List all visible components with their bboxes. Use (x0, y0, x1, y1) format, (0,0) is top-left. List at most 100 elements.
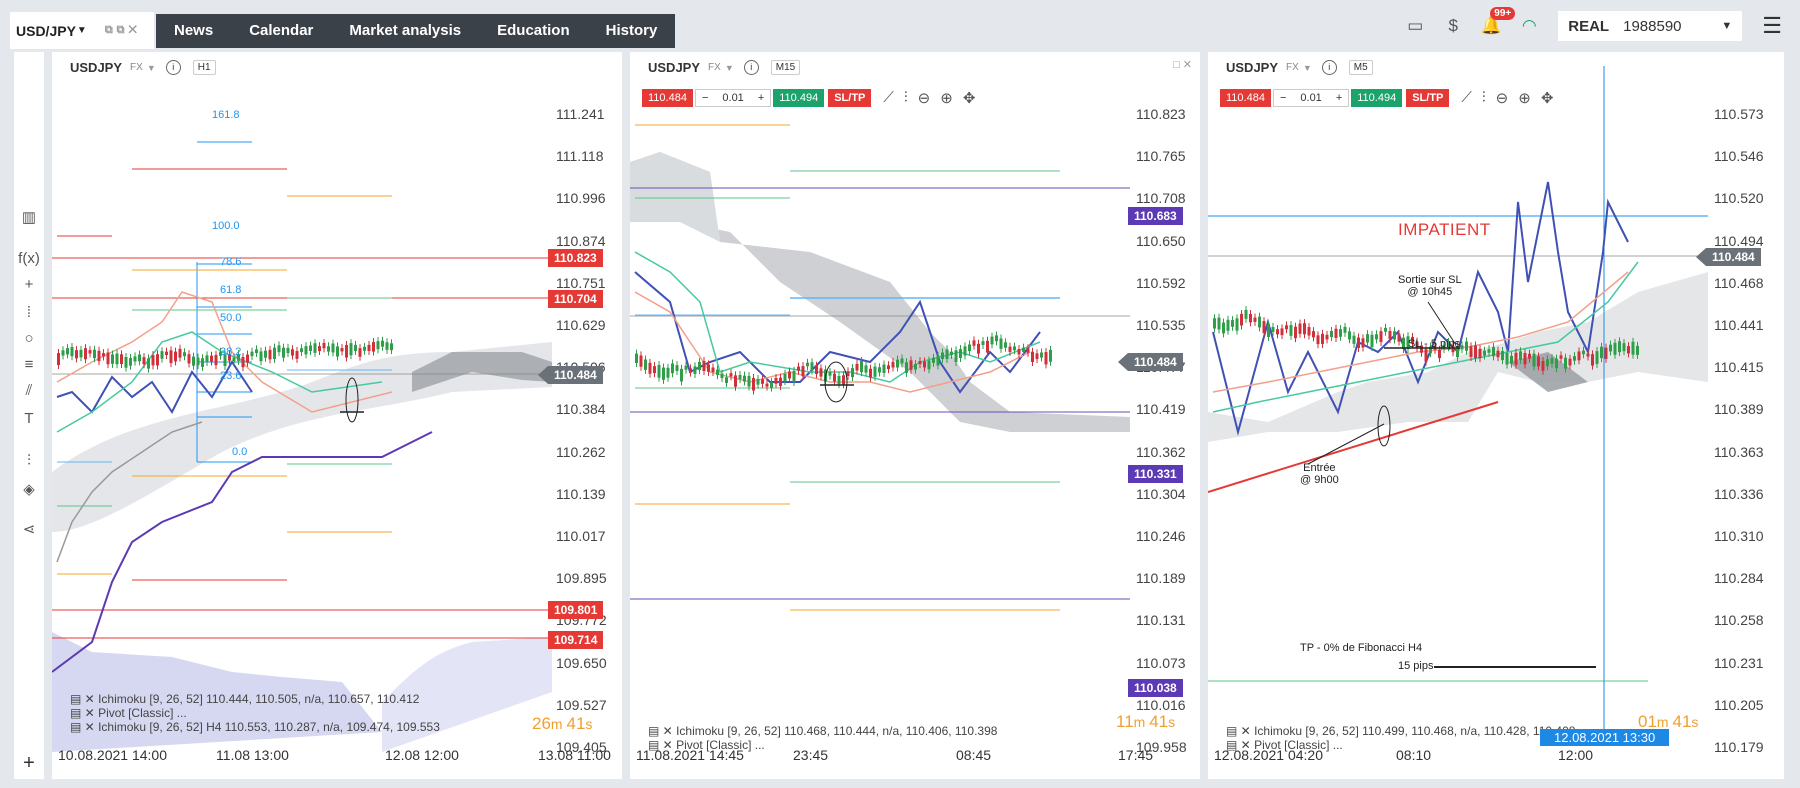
nav-education[interactable]: Education (497, 22, 570, 39)
layers-icon[interactable]: ◈ (23, 481, 35, 498)
indicator-legend: ▤ ✕ Ichimoku [9, 26, 52] 110.444, 110.50… (70, 692, 440, 734)
function-icon[interactable]: f(x) (18, 250, 40, 267)
candle-type-icon[interactable]: ⫶ (1481, 89, 1486, 106)
chart-panel-m15[interactable]: USDJPY FX ▼ i M15 □ ✕ 110.484 −0.01 + 110… (630, 52, 1200, 779)
sell-button[interactable]: 110.484 (642, 89, 693, 107)
crosshair-icon[interactable]: + (24, 276, 34, 293)
chevron-down-icon[interactable]: ▼ (1302, 62, 1312, 73)
move-icon[interactable]: ✥ (962, 90, 976, 107)
chart-panel-h1[interactable]: USDJPY FX ▼ i H1 (52, 52, 622, 779)
text-tool-icon[interactable]: T (24, 410, 34, 427)
lot-input[interactable]: − 0.01 + (694, 89, 772, 107)
symbol-tab[interactable]: USD/JPY ▼ ⧉⧉✕ (10, 12, 154, 49)
layout-icon[interactable]: ▭ (1407, 16, 1424, 35)
currency-exchange-icon[interactable]: $ (1448, 16, 1458, 35)
nav-calendar[interactable]: Calendar (249, 22, 314, 39)
price-axis-label: 109.650 (556, 654, 607, 671)
sltp-button[interactable]: SL/TP (828, 89, 872, 107)
line-tool-icon[interactable]: ⁞ (26, 304, 32, 321)
price-axis-label: 110.362 (1136, 443, 1186, 460)
buy-button[interactable]: 110.494 (773, 89, 825, 107)
price-tag: 110.331 (1128, 465, 1183, 484)
bell-icon[interactable]: 🔔 99+ (1480, 7, 1516, 37)
info-icon[interactable]: i (743, 60, 759, 75)
chevron-down-icon: ▼ (1721, 20, 1733, 32)
candle-type-icon[interactable]: ⫶ (903, 89, 908, 106)
timeframe-select[interactable]: M15 (770, 60, 801, 75)
price-axis-label: 110.384 (556, 401, 606, 418)
zoom-out-icon[interactable]: ⊖ (1495, 90, 1509, 107)
nav-history[interactable]: History (605, 22, 658, 39)
price-axis-label: 110.468 (1714, 274, 1764, 291)
countdown-seconds: 41 (566, 714, 586, 733)
price-tag: 110.683 (1128, 207, 1183, 226)
indicator-row[interactable]: ▤ ✕ Ichimoku [9, 26, 52] 110.444, 110.50… (70, 692, 420, 706)
sell-button[interactable]: 110.484 (1220, 89, 1271, 107)
fib-label: 100.0 (212, 220, 240, 232)
info-icon[interactable]: i (165, 60, 181, 75)
price-axis-label: 110.363 (1714, 443, 1764, 460)
zoom-in-icon[interactable]: ⊕ (1518, 90, 1531, 107)
indicator-row[interactable]: ▤ ✕ Ichimoku [9, 26, 52] 110.499, 110.46… (1226, 724, 1576, 738)
sltp-button[interactable]: SL/TP (1406, 89, 1450, 107)
price-tag: 110.038 (1128, 679, 1183, 698)
price-axis-label: 110.520 (1714, 190, 1764, 207)
candle-countdown: 11m 41s (1116, 712, 1176, 731)
chart-panel-m5[interactable]: USDJPY FX ▼ i M5 110.484 − 0.01 + 110.494 … (1208, 52, 1784, 779)
price-axis-label: 110.016 (1136, 696, 1186, 713)
zoom-in-icon[interactable]: ⊕ (940, 90, 953, 107)
timeframe-select[interactable]: M5 (1348, 60, 1373, 75)
indicators-icon[interactable]: ▥ (21, 209, 37, 226)
indicator-row[interactable]: ▤ ✕ Pivot [Classic] ... (70, 706, 187, 720)
info-icon[interactable]: i (1321, 60, 1337, 75)
pitchfork-icon[interactable]: ⫽ (25, 382, 33, 399)
indicator-label: Ichimoku [9, 26, 52] 110.444, 110.505, n… (98, 692, 420, 706)
chevron-down-icon[interactable]: ▼ (76, 25, 87, 36)
account-selector[interactable]: REAL 1988590 ▼ (1558, 11, 1743, 41)
candle-type-icon[interactable]: ⫶ (27, 452, 31, 469)
chevron-down-icon[interactable]: ▼ (724, 62, 734, 73)
chart-canvas[interactable] (52, 52, 622, 779)
time-label: 11.08.2021 14:45 (636, 747, 744, 763)
zoom-out-icon[interactable]: ⊖ (917, 90, 931, 107)
move-icon[interactable]: ✥ (1540, 90, 1554, 107)
hamburger-menu-icon[interactable]: ☰ (1762, 13, 1782, 38)
nav-market-analysis[interactable]: Market analysis (349, 22, 462, 39)
annotation-tp: TP - 0% de Fibonacci H4 (1300, 642, 1423, 654)
market-label: FX (130, 62, 143, 73)
price-axis-label: 111.241 (556, 106, 605, 122)
indicator-row[interactable]: ▤ ✕ Pivot [Classic] ... (648, 738, 765, 752)
plus-icon[interactable]: + (1335, 92, 1343, 104)
chart-header: USDJPY FX ▼ i H1 (70, 60, 216, 75)
indicator-row[interactable]: ▤ ✕ Ichimoku [9, 26, 52] 110.468, 110.44… (648, 724, 998, 738)
time-label: 12.08 12:00 (385, 747, 459, 763)
chart-canvas[interactable] (1208, 52, 1784, 779)
line-chart-icon[interactable]: ⟋ (1461, 89, 1472, 106)
line-chart-icon[interactable]: ⟋ (883, 89, 894, 106)
fib-label: 38.2 (220, 346, 242, 358)
share-icon[interactable]: ⋖ (22, 521, 36, 538)
plus-icon[interactable]: + (757, 92, 765, 104)
minus-icon[interactable]: − (1279, 92, 1287, 104)
time-label: 11.08 13:00 (216, 747, 289, 763)
time-label: 13.08 11:00 (538, 747, 611, 763)
indicator-row[interactable]: ▤ ✕ Pivot [Classic] ... (1226, 738, 1343, 752)
indicator-row[interactable]: ▤ ✕ Ichimoku [9, 26, 52] H4 110.553, 110… (70, 720, 440, 734)
lot-input[interactable]: − 0.01 + (1272, 89, 1350, 107)
chart-canvas[interactable] (630, 52, 1200, 779)
price-axis-label: 109.405 (556, 739, 607, 755)
add-chart-button[interactable]: + (14, 748, 44, 778)
circle-tool-icon[interactable]: ○ (24, 330, 34, 347)
fibonacci-icon[interactable]: ≡ (24, 356, 34, 373)
countdown-minutes: 26 (532, 714, 551, 733)
price-axis-label: 110.304 (1136, 485, 1186, 502)
panel-window-controls[interactable]: □ ✕ (1173, 59, 1192, 71)
timeframe-select[interactable]: H1 (192, 60, 216, 75)
nav-news[interactable]: News (174, 22, 214, 39)
chevron-down-icon[interactable]: ▼ (146, 62, 156, 73)
price-axis-label: 110.231 (1714, 654, 1764, 671)
time-label: 08:45 (956, 747, 992, 763)
buy-button[interactable]: 110.494 (1351, 89, 1403, 107)
minus-icon[interactable]: − (701, 92, 709, 104)
tab-window-icons[interactable]: ⧉⧉✕ (104, 24, 141, 36)
